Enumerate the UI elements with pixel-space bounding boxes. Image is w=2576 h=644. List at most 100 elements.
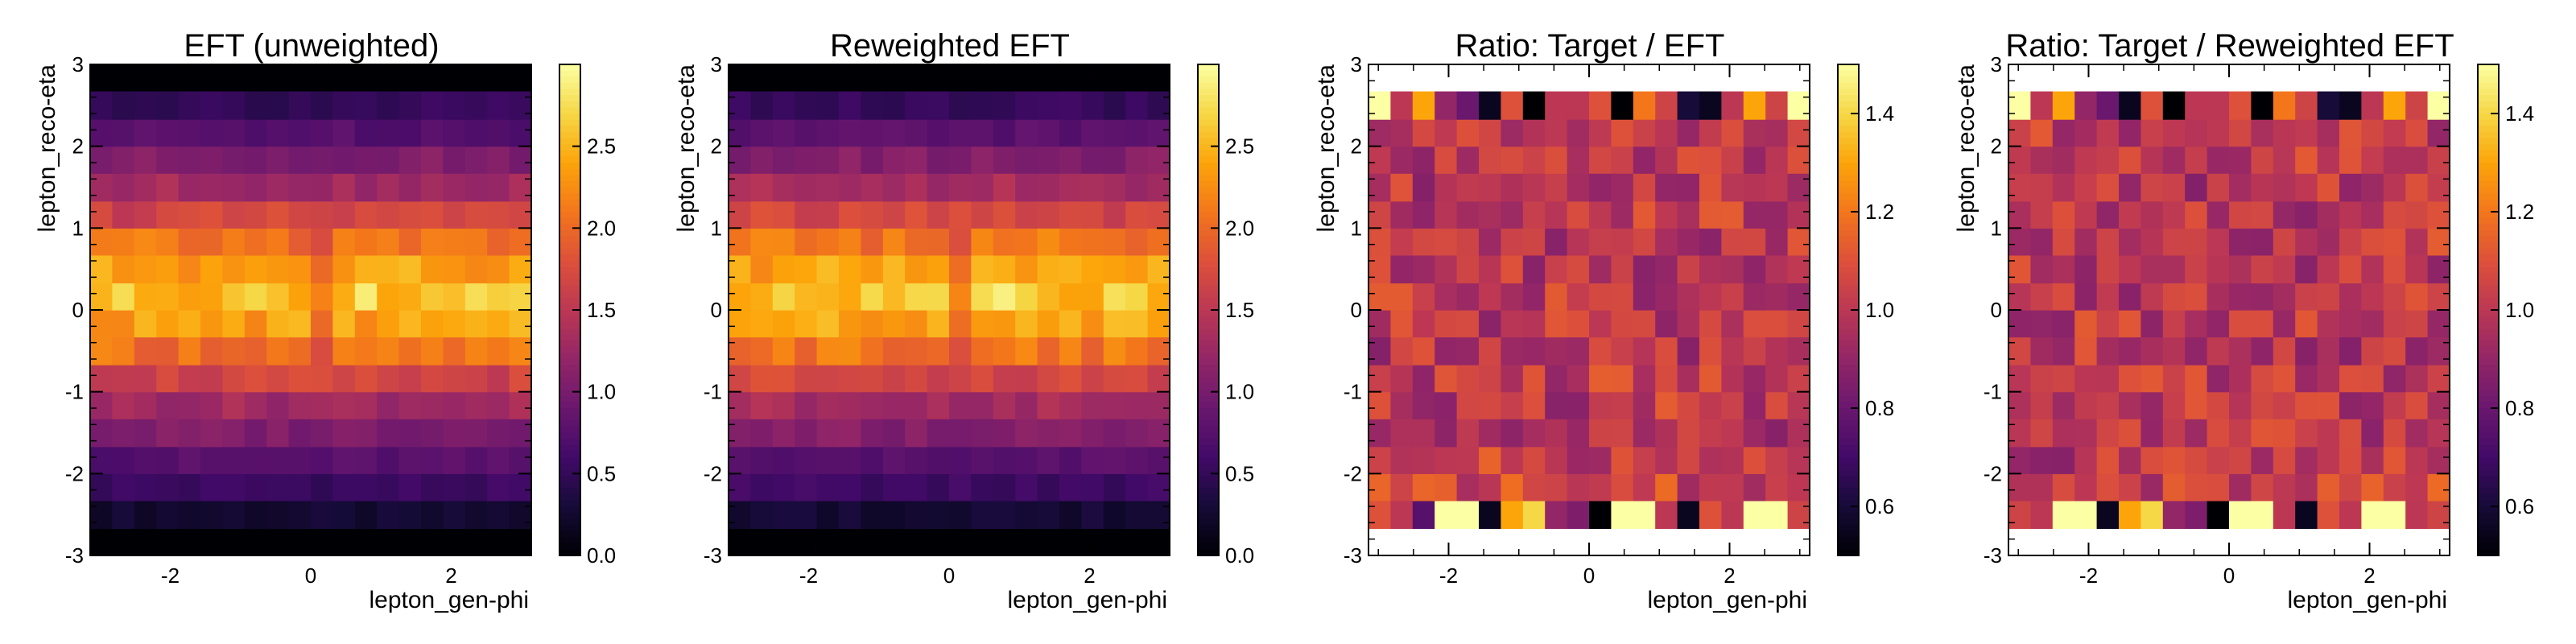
heatmap-cell xyxy=(1081,500,1104,530)
heatmap-cell xyxy=(1765,419,1789,448)
heatmap-cell xyxy=(772,200,795,229)
heatmap-cell xyxy=(1456,336,1480,365)
heatmap-cell xyxy=(750,310,774,338)
heatmap-cell xyxy=(1456,146,1480,174)
heatmap-cell xyxy=(90,228,113,256)
heatmap-cell xyxy=(2162,500,2186,530)
heatmap-cell xyxy=(156,419,180,448)
colorbar-tick-label: 0.8 xyxy=(2505,396,2534,420)
colorbar-segment xyxy=(2478,114,2499,121)
heatmap-cell xyxy=(750,500,774,530)
heatmap-cell xyxy=(421,283,444,311)
heatmap-cell xyxy=(2229,391,2252,419)
heatmap-cell xyxy=(2096,228,2120,256)
heatmap-cell xyxy=(1567,283,1590,311)
colorbar-segment xyxy=(2478,316,2499,323)
colorbar-segment xyxy=(2478,254,2499,262)
heatmap-cell xyxy=(222,336,246,365)
colorbar-segment xyxy=(1838,334,1859,341)
heatmap-cell xyxy=(1633,310,1656,338)
heatmap-cell xyxy=(1589,228,1612,256)
heatmap-cell xyxy=(1103,310,1126,338)
heatmap-cell xyxy=(2052,283,2075,311)
colorbar-segment xyxy=(1838,469,1859,477)
heatmap-cell xyxy=(509,283,532,311)
heatmap-cell xyxy=(949,173,972,202)
heatmap-cell xyxy=(795,254,818,284)
heatmap-cell xyxy=(927,310,950,338)
heatmap-cell xyxy=(1037,228,1060,256)
heatmap-cell xyxy=(509,228,532,256)
colorbar-segment xyxy=(2478,432,2499,440)
heatmap-cell xyxy=(816,119,840,147)
heatmap-cell xyxy=(2119,310,2141,338)
heatmap-cell xyxy=(464,419,488,448)
heatmap-cell xyxy=(1412,91,1435,120)
heatmap-cell xyxy=(1633,119,1656,147)
heatmap-cell xyxy=(421,365,444,393)
heatmap-cell xyxy=(2383,500,2406,530)
heatmap-cell xyxy=(750,91,774,120)
heatmap-cell xyxy=(332,283,356,311)
heatmap-cell xyxy=(311,91,333,120)
heatmap-cell xyxy=(222,91,246,120)
heatmap-cell xyxy=(443,419,466,448)
colorbar-segment xyxy=(559,236,580,243)
heatmap-cell xyxy=(905,254,928,284)
heatmap-cell xyxy=(1037,119,1060,147)
colorbar-segment xyxy=(1198,365,1219,372)
heatmap-cell xyxy=(1147,473,1170,502)
heatmap-cell xyxy=(112,200,135,229)
heatmap-cell xyxy=(2427,283,2450,311)
heatmap-cell xyxy=(2405,419,2429,448)
heatmap-cell xyxy=(772,365,795,393)
heatmap-cell xyxy=(729,473,751,502)
heatmap-cell xyxy=(2383,228,2406,256)
heatmap-cell xyxy=(1103,446,1126,474)
heatmap-cell xyxy=(2317,283,2340,311)
heatmap-cell xyxy=(993,228,1016,256)
x-tick-label: 0 xyxy=(305,564,316,588)
heatmap-cell xyxy=(2074,310,2098,338)
heatmap-cell xyxy=(1368,200,1391,229)
heatmap-cell xyxy=(861,365,884,393)
heatmap-cell xyxy=(2030,254,2054,284)
heatmap-cell xyxy=(1633,146,1656,174)
heatmap-cell xyxy=(2273,283,2296,311)
colorbar-segment xyxy=(559,126,580,133)
colorbar-segment xyxy=(1198,493,1219,501)
heatmap-cell xyxy=(421,254,444,284)
heatmap-cell xyxy=(354,473,378,502)
heatmap-cell xyxy=(156,146,180,174)
colorbar-segment xyxy=(1838,346,1859,353)
heatmap-cell xyxy=(2162,173,2186,202)
heatmap-cell xyxy=(2317,173,2340,202)
heatmap-cell xyxy=(949,336,972,365)
heatmap-cell xyxy=(1765,91,1789,120)
panel-1-ylabel: lepton_reco-eta xyxy=(34,64,60,233)
heatmap-cell xyxy=(882,336,906,365)
heatmap-cell xyxy=(244,173,267,202)
heatmap-cell xyxy=(1545,283,1568,311)
colorbar-segment xyxy=(559,451,580,458)
heatmap-cell xyxy=(2361,500,2384,530)
heatmap-cell xyxy=(1677,228,1700,256)
colorbar-segment xyxy=(1838,463,1859,470)
heatmap-cell xyxy=(421,419,444,448)
heatmap-cell xyxy=(927,336,950,365)
colorbar-segment xyxy=(1838,261,1859,268)
heatmap-cell xyxy=(2295,283,2318,311)
heatmap-cell xyxy=(1567,500,1590,530)
heatmap-cell xyxy=(222,173,246,202)
colorbar-segment xyxy=(2478,175,2499,182)
heatmap-cell xyxy=(509,146,532,174)
colorbar-segment xyxy=(559,543,580,550)
heatmap-cell xyxy=(178,146,201,174)
heatmap-cell xyxy=(1589,391,1612,419)
heatmap-cell xyxy=(1699,500,1722,530)
colorbar-segment xyxy=(559,359,580,366)
heatmap-cell xyxy=(377,446,400,474)
heatmap-cell xyxy=(2140,500,2164,530)
heatmap-cell xyxy=(1412,391,1435,419)
heatmap-cell xyxy=(2096,91,2120,120)
